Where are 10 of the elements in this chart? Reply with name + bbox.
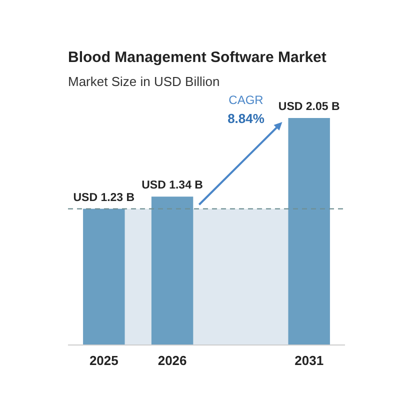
chart-subtitle: Market Size in USD Billion: [68, 74, 220, 89]
chart-title: Blood Management Software Market: [68, 49, 326, 66]
x-tick-label: 2031: [294, 352, 324, 368]
x-tick-label: 2026: [158, 352, 187, 368]
x-tick-label: 2025: [89, 352, 118, 368]
text: CAGR: [228, 93, 264, 107]
data-label: USD 2.05 B: [278, 101, 340, 113]
data-label: USD 1.23 B: [73, 192, 135, 204]
annotation: 8.84%: [228, 111, 265, 126]
data-label: USD 1.34 B: [142, 180, 203, 192]
